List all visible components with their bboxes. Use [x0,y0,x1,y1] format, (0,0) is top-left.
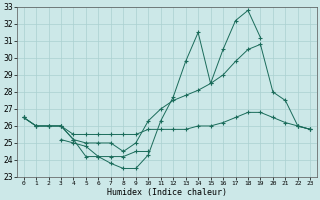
X-axis label: Humidex (Indice chaleur): Humidex (Indice chaleur) [107,188,227,197]
